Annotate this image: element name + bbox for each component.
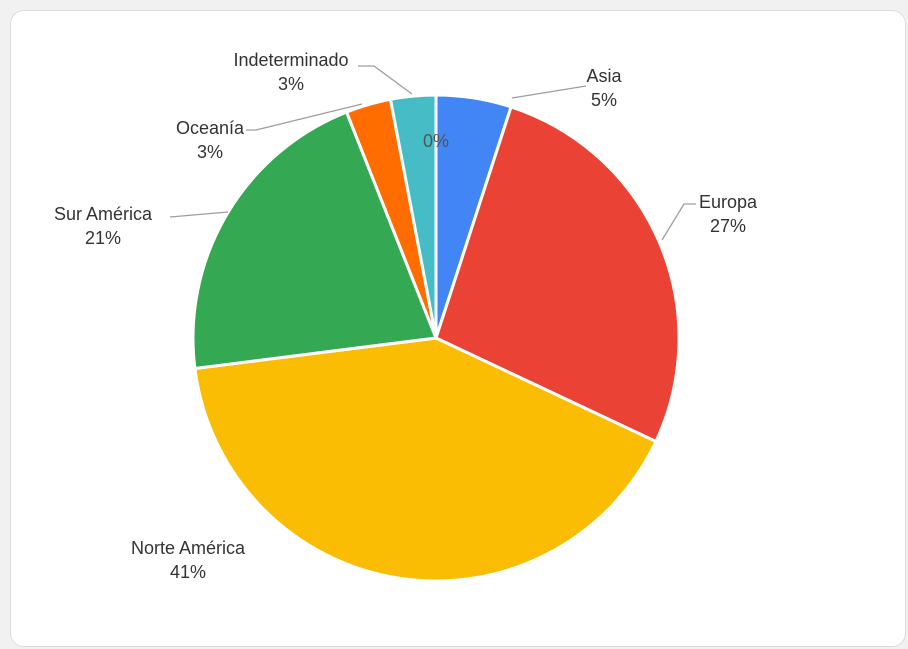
pie-slice-norte-américa xyxy=(193,336,658,583)
slice-name-label: Asia xyxy=(586,66,622,86)
slice-percent-label: 27% xyxy=(710,216,746,236)
leader-line xyxy=(358,65,413,95)
slice-percent-label: 21% xyxy=(85,228,121,248)
pie-slices xyxy=(191,93,681,583)
slice-labels: Asia 5% Europa 27% Norte América 41% Sur Améri… xyxy=(54,50,758,582)
leader-line xyxy=(511,85,587,99)
pie-slice-indeterminado xyxy=(388,93,438,340)
slice-percent-label: 41% xyxy=(170,562,206,582)
pie-slice-sur-américa xyxy=(191,110,438,370)
slice-name-label: Norte América xyxy=(131,538,246,558)
slice-percent-label: 5% xyxy=(591,90,617,110)
slice-percent-label: 3% xyxy=(197,142,223,162)
leader-lines xyxy=(169,65,696,241)
slice-name-label: Sur América xyxy=(54,204,153,224)
leader-line xyxy=(246,103,363,131)
slice-name-label: Indeterminado xyxy=(233,50,348,70)
leader-line xyxy=(661,203,696,241)
slice-name-label: Oceanía xyxy=(176,118,245,138)
pie-slice-europa xyxy=(434,105,681,443)
leader-line xyxy=(169,211,229,218)
slice-name-label: Europa xyxy=(699,192,758,212)
slice-percent-label: 3% xyxy=(278,74,304,94)
center-label: 0% xyxy=(423,131,449,151)
